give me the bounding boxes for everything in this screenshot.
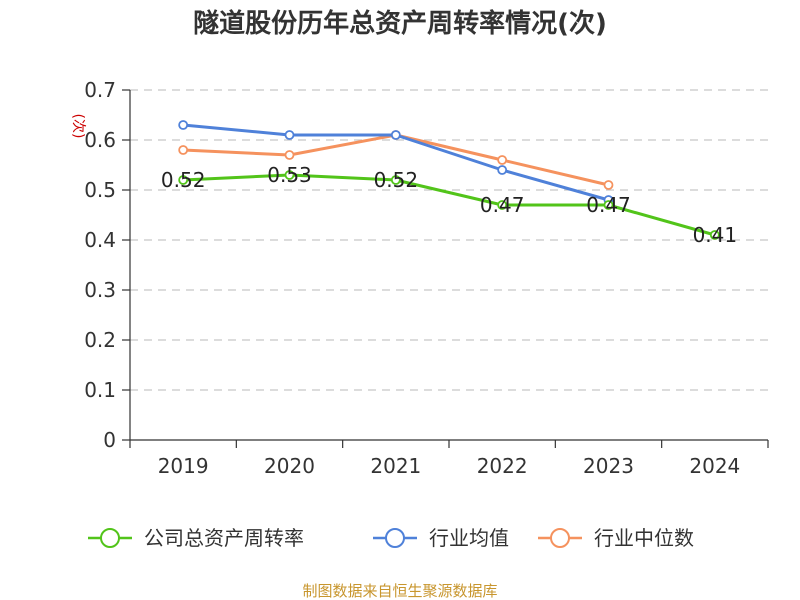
data-point <box>497 165 508 175</box>
x-tick-label: 2022 <box>477 454 528 478</box>
legend: 公司总资产周转率 行业均值 行业中位数 <box>88 526 694 550</box>
data-point <box>603 180 614 190</box>
data-label: 0.52 <box>374 168 419 192</box>
data-point <box>178 175 189 185</box>
data-point <box>497 155 508 165</box>
legend-item: 公司总资产周转率 <box>88 526 304 550</box>
data-point <box>284 130 295 140</box>
axes: 0 0.1 0.2 0.3 0.4 0.5 0.6 0.7 2019 2020 2021 2022 20… <box>84 78 769 478</box>
legend-label: 行业均值 <box>429 526 509 550</box>
data-point <box>284 170 295 180</box>
legend-marker <box>100 528 120 548</box>
source-note: 制图数据来自恒生聚源数据库 <box>302 582 497 600</box>
y-tick-label: 0.2 <box>84 328 116 352</box>
y-tick-label: 0.7 <box>84 78 116 102</box>
y-axis-unit-label: (次) <box>70 114 86 139</box>
legend-item: 行业均值 <box>373 526 509 550</box>
x-tick-label: 2021 <box>370 454 421 478</box>
x-tick-label: 2019 <box>158 454 209 478</box>
data-point <box>178 145 189 155</box>
y-tick-label: 0 <box>103 428 116 452</box>
data-label: 0.52 <box>161 168 206 192</box>
y-tick-label: 0.5 <box>84 178 116 202</box>
data-point <box>709 230 720 240</box>
series-line <box>183 173 716 237</box>
data-label: 0.41 <box>693 223 738 247</box>
data-point <box>390 130 401 140</box>
x-tick-label: 2023 <box>583 454 634 478</box>
series-0 <box>178 170 720 240</box>
chart-title: 隧道股份历年总资产周转率情况(次) <box>193 8 607 39</box>
x-tick-label: 2024 <box>689 454 740 478</box>
legend-item: 行业中位数 <box>538 526 694 550</box>
data-point <box>603 200 614 210</box>
legend-marker <box>385 528 405 548</box>
data-point <box>390 175 401 185</box>
legend-label: 行业中位数 <box>594 526 694 550</box>
legend-label: 公司总资产周转率 <box>144 526 304 550</box>
y-tick-label: 0.3 <box>84 278 116 302</box>
x-tick-label: 2020 <box>264 454 315 478</box>
data-point <box>284 150 295 160</box>
gridlines <box>130 89 768 391</box>
data-point <box>497 200 508 210</box>
data-label: 0.53 <box>267 163 312 187</box>
data-label: 0.47 <box>586 193 631 217</box>
y-tick-label: 0.4 <box>84 228 116 252</box>
y-tick-label: 0.1 <box>84 378 116 402</box>
legend-marker <box>550 528 570 548</box>
series-lines <box>178 120 720 240</box>
data-labels: 0.52 0.53 0.52 0.47 0.47 0.41 <box>161 163 737 247</box>
data-label: 0.47 <box>480 193 525 217</box>
y-tick-label: 0.6 <box>84 128 116 152</box>
data-point <box>178 120 189 130</box>
